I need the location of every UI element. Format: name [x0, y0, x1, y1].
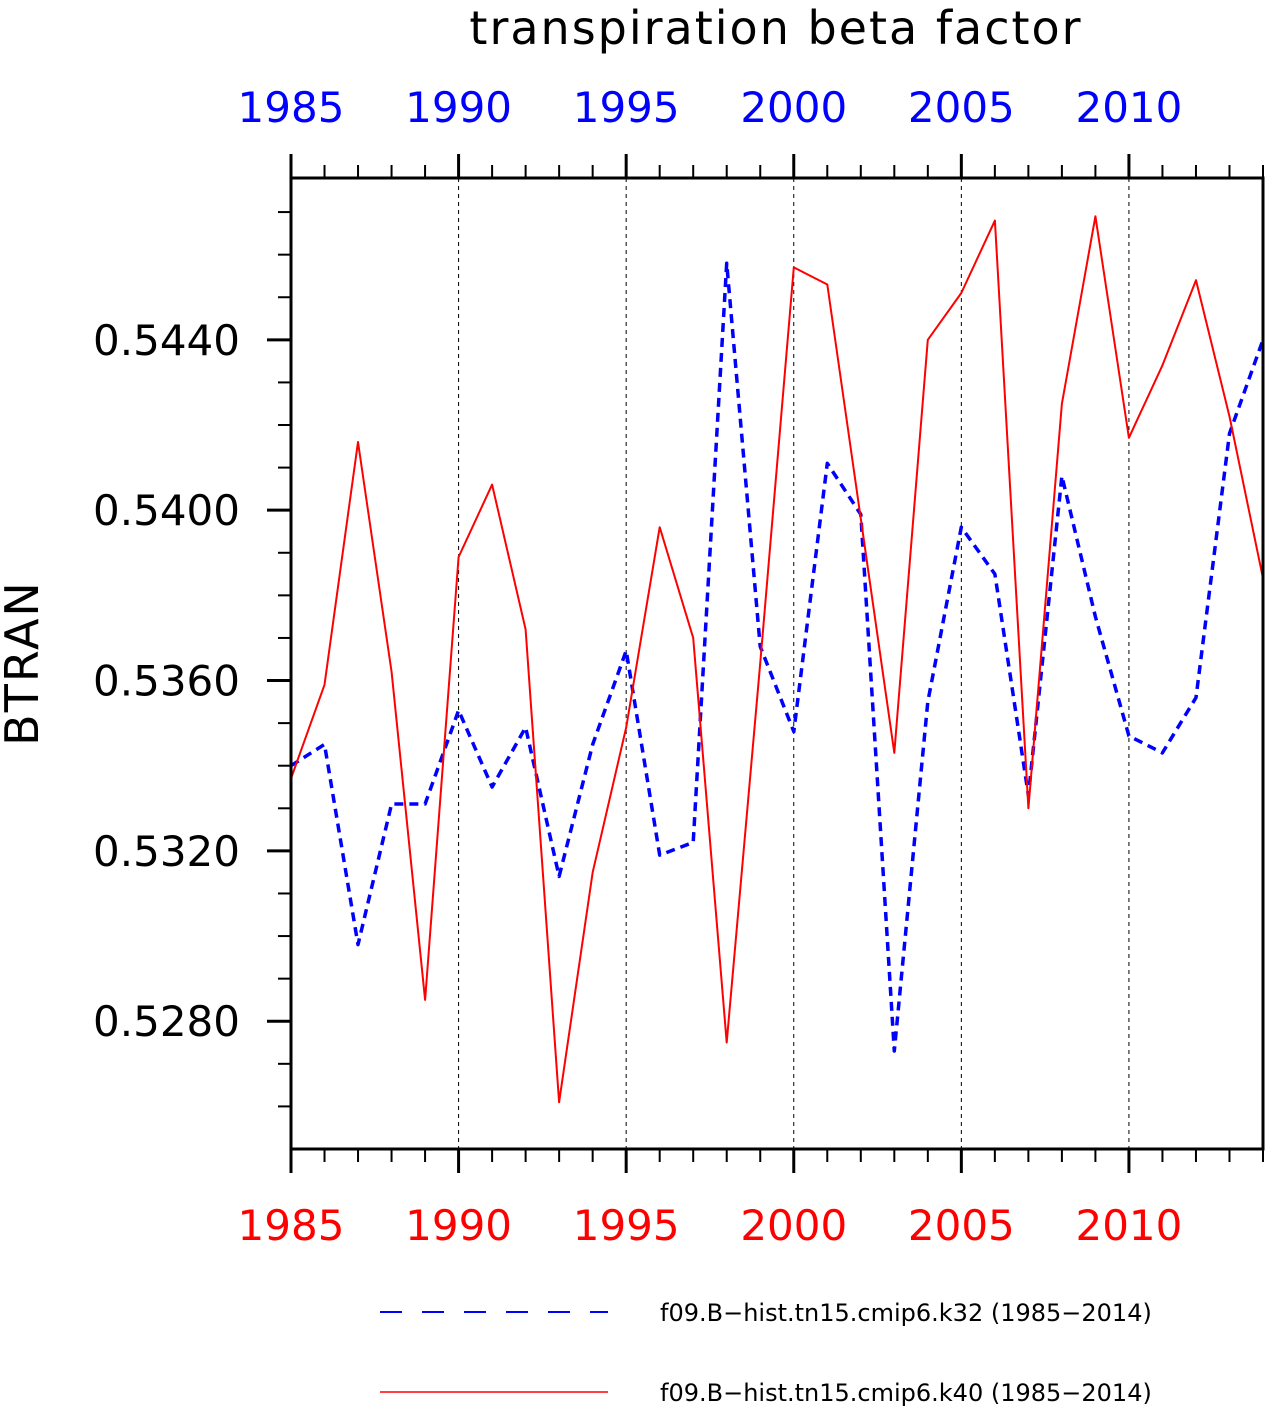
x-grid-lines	[458, 178, 1130, 1149]
data-point-s2-2013	[1228, 415, 1230, 417]
x-top-tick-label-2010: 2010	[1075, 83, 1182, 132]
series-line-1	[290, 261, 1265, 1053]
data-point-s2-2009	[1094, 215, 1096, 217]
data-point-s1-2009	[1094, 616, 1096, 618]
data-point-s2-2005	[960, 292, 962, 294]
data-point-s1-2001	[826, 462, 828, 464]
x-bottom-tick-label-1985: 1985	[238, 1201, 345, 1250]
plot-frame	[289, 176, 1265, 1151]
data-point-s1-1987	[357, 944, 359, 946]
data-point-s2-1991	[491, 484, 493, 486]
data-point-s1-2011	[1161, 752, 1163, 754]
x-top-tick-label-1990: 1990	[405, 83, 512, 132]
data-point-s1-2003	[893, 1050, 895, 1052]
data-point-s2-2010	[1128, 437, 1130, 439]
data-point-s1-2000	[793, 731, 795, 733]
data-point-s2-2007	[1027, 807, 1029, 809]
axis-ticks	[267, 154, 1264, 1173]
data-point-s1-1997	[692, 841, 694, 843]
data-point-s1-2012	[1195, 697, 1197, 699]
data-point-s2-2008	[1061, 403, 1063, 405]
chart-title: transpiration beta factor	[469, 1, 1082, 55]
data-point-s1-1991	[491, 786, 493, 788]
data-point-s2-1992	[525, 628, 527, 630]
data-point-s2-1999	[759, 663, 761, 665]
legend-label-2: f09.B−hist.tn15.cmip6.k40 (1985−2014)	[660, 1379, 1152, 1407]
series-line-2	[290, 215, 1264, 1104]
data-point-s1-1994	[592, 743, 594, 745]
y-tick-label-0.5360: 0.5360	[93, 657, 240, 706]
y-tick-label-0.5400: 0.5400	[93, 486, 240, 535]
data-point-s1-1988	[391, 803, 393, 805]
data-point-s1-2004	[927, 701, 929, 703]
data-point-s1-1993	[558, 875, 560, 877]
data-point-s2-1987	[357, 441, 359, 443]
data-point-s1-1990	[458, 709, 460, 711]
data-point-s2-1994	[592, 871, 594, 873]
tick-labels: 0.5280 0.5320 0.5360 0.5400 0.5440 1985 1985 19…	[93, 83, 1182, 1250]
x-top-tick-label-2005: 2005	[908, 83, 1015, 132]
data-point-s1-2013	[1228, 433, 1230, 435]
data-point-s1-2010	[1128, 735, 1130, 737]
data-point-s2-2003	[893, 752, 895, 754]
data-point-s1-1995	[625, 650, 627, 652]
data-point-s2-2002	[860, 518, 862, 520]
y-tick-label-0.5280: 0.5280	[93, 997, 240, 1046]
x-top-tick-label-2000: 2000	[740, 83, 847, 132]
y-tick-label-0.5320: 0.5320	[93, 827, 240, 876]
legend-label-1: f09.B−hist.tn15.cmip6.k32 (1985−2014)	[660, 1299, 1152, 1327]
data-point-s1-1989	[424, 803, 426, 805]
y-axis-label: BTRAN	[0, 580, 49, 746]
data-point-s1-2005	[960, 526, 962, 528]
data-point-s2-1988	[391, 671, 393, 673]
data-point-s1-1998	[726, 262, 728, 264]
series-layer	[290, 215, 1265, 1104]
x-bottom-tick-label-1995: 1995	[573, 1201, 680, 1250]
data-point-s2-1998	[726, 1042, 728, 1044]
x-bottom-tick-label-1990: 1990	[405, 1201, 512, 1250]
data-point-s1-2008	[1061, 475, 1063, 477]
legend: f09.B−hist.tn15.cmip6.k32 (1985−2014) f09…	[380, 1299, 1152, 1407]
data-point-s2-1997	[692, 637, 694, 639]
x-bottom-tick-label-2005: 2005	[908, 1201, 1015, 1250]
y-tick-label-0.5440: 0.5440	[93, 316, 240, 365]
data-point-s2-2012	[1195, 279, 1197, 281]
x-top-tick-label-1985: 1985	[238, 83, 345, 132]
data-point-s2-1996	[659, 526, 661, 528]
data-point-s2-1995	[625, 726, 627, 728]
x-bottom-tick-label-2000: 2000	[740, 1201, 847, 1250]
data-point-s2-1989	[424, 999, 426, 1001]
data-point-s1-1996	[659, 854, 661, 856]
data-point-s2-1990	[458, 556, 460, 558]
data-point-s1-1986	[324, 743, 326, 745]
data-point-s2-1993	[558, 1101, 560, 1103]
data-point-s1-1992	[525, 726, 527, 728]
data-point-s2-2001	[826, 283, 828, 285]
data-point-s2-2004	[927, 339, 929, 341]
data-point-s2-2011	[1161, 364, 1163, 366]
data-point-s1-2006	[994, 573, 996, 575]
data-point-s2-1986	[324, 684, 326, 686]
x-bottom-tick-label-2010: 2010	[1075, 1201, 1182, 1250]
x-top-tick-label-1995: 1995	[573, 83, 680, 132]
data-point-s2-2000	[793, 266, 795, 268]
data-point-s2-2006	[994, 220, 996, 222]
